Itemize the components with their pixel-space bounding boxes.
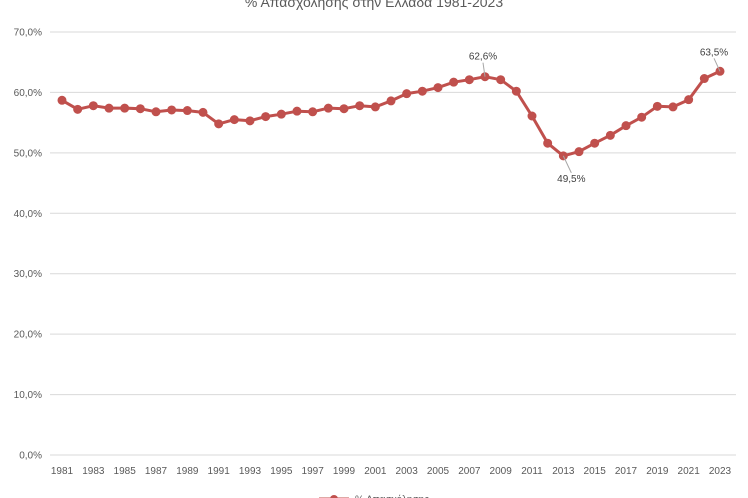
data-point [496, 75, 506, 85]
leader-line [482, 62, 486, 77]
x-axis: 1981 1983 1985 1987 1989 1991 1993 1995 1997 1999… [51, 466, 732, 477]
data-point [370, 102, 380, 112]
y-tick-label: 20,0% [14, 330, 42, 341]
data-point [182, 106, 192, 116]
y-tick-label: 0,0% [19, 451, 42, 462]
data-point [543, 138, 553, 148]
x-tick-label: 1981 [51, 466, 74, 477]
series-line [60, 69, 722, 158]
data-point [276, 109, 286, 119]
data-point [308, 107, 318, 117]
series-layer [57, 66, 725, 161]
x-tick-label: 2023 [709, 466, 732, 477]
y-tick-label: 50,0% [14, 148, 42, 159]
legend: % Απασχόλησης [319, 494, 429, 498]
x-tick-label: 1985 [114, 466, 137, 477]
data-point [198, 107, 208, 117]
data-labels: 62,6% 49,5% 63,5% [469, 47, 728, 185]
x-tick-label: 2007 [458, 466, 481, 477]
data-point [57, 95, 67, 105]
data-point [699, 74, 709, 84]
legend-label: % Απασχόλησης [355, 494, 429, 498]
x-tick-label: 2021 [678, 466, 701, 477]
x-tick-label: 1997 [302, 466, 325, 477]
x-tick-label: 1989 [176, 466, 199, 477]
x-tick-label: 1995 [270, 466, 293, 477]
data-point [167, 105, 177, 115]
data-point [88, 101, 98, 111]
data-point [417, 86, 427, 96]
data-point [433, 83, 443, 93]
leader-line [562, 155, 572, 174]
data-point [684, 95, 694, 105]
data-point [605, 130, 615, 140]
leader-line [713, 58, 721, 72]
y-tick-label: 40,0% [14, 209, 42, 220]
data-point [652, 101, 662, 111]
x-tick-label: 2003 [396, 466, 419, 477]
data-point [621, 121, 631, 131]
data-point [464, 75, 474, 85]
x-tick-label: 2017 [615, 466, 638, 477]
x-tick-label: 1987 [145, 466, 168, 477]
y-tick-label: 60,0% [14, 88, 42, 99]
x-tick-label: 2001 [364, 466, 387, 477]
data-point [637, 112, 647, 122]
data-point [151, 107, 161, 117]
x-tick-label: 2013 [552, 466, 575, 477]
gridlines [50, 31, 736, 456]
y-axis: 0,0% 10,0% 20,0% 30,0% 40,0% 50,0% 60,0% 70,0% [14, 28, 42, 462]
y-tick-label: 70,0% [14, 28, 42, 39]
data-point [511, 86, 521, 96]
x-tick-label: 1991 [208, 466, 231, 477]
data-point [229, 115, 239, 125]
x-tick-label: 2015 [584, 466, 607, 477]
legend-swatch-marker [330, 495, 338, 498]
x-tick-label: 2009 [490, 466, 513, 477]
chart-title: % Απασχόλησης στην Ελλάδα 1981-2023 [245, 0, 503, 10]
data-label: 49,5% [557, 174, 585, 185]
data-point [73, 104, 83, 114]
data-point [245, 116, 255, 126]
y-tick-label: 10,0% [14, 390, 42, 401]
data-point [668, 102, 678, 112]
data-point [449, 77, 459, 87]
data-point [120, 103, 130, 113]
x-tick-label: 2011 [521, 466, 543, 477]
x-tick-label: 1993 [239, 466, 262, 477]
data-point [527, 111, 537, 121]
y-tick-label: 30,0% [14, 269, 42, 280]
data-point [386, 96, 396, 106]
data-point [574, 147, 584, 157]
data-point [261, 112, 271, 122]
data-label: 63,5% [700, 47, 728, 58]
data-point [214, 119, 224, 129]
x-tick-label: 2019 [646, 466, 669, 477]
data-point [355, 101, 365, 111]
data-label: 62,6% [469, 52, 497, 63]
data-point [323, 103, 333, 113]
data-point [402, 89, 412, 99]
x-tick-label: 2005 [427, 466, 450, 477]
data-point [590, 138, 600, 148]
x-tick-label: 1999 [333, 466, 356, 477]
data-point [292, 106, 302, 116]
data-point [135, 104, 145, 114]
x-tick-label: 1983 [82, 466, 105, 477]
data-point [339, 104, 349, 114]
data-point [104, 103, 114, 113]
